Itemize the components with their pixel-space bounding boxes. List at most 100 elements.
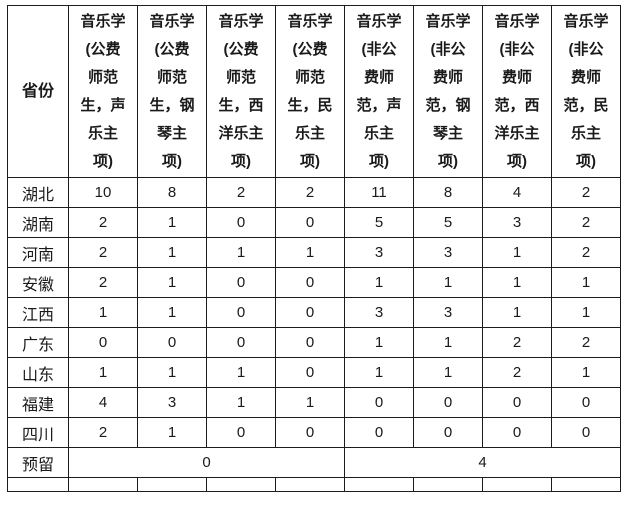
admission-plan-table: 省份 音乐学 (公费 师范 生，声 乐主 项) 音乐学 (公费 师范 生，钢 琴… — [7, 5, 621, 492]
value-cell-empty — [482, 477, 552, 492]
value-cell: 1 — [413, 327, 483, 358]
value-cell: 2 — [206, 177, 276, 208]
value-cell: 2 — [551, 327, 621, 358]
value-cell: 1 — [275, 387, 345, 418]
header-musicology-nonpublic-folk: 音乐学 (非公 费师 范，民 乐主 项) — [551, 5, 621, 178]
value-cell: 1 — [137, 417, 207, 448]
value-cell: 1 — [551, 297, 621, 328]
reserved-nonpublic-value-cell: 4 — [344, 447, 621, 478]
value-cell: 2 — [551, 177, 621, 208]
value-cell: 1 — [137, 297, 207, 328]
value-cell: 1 — [551, 267, 621, 298]
value-cell: 1 — [206, 387, 276, 418]
value-cell: 0 — [275, 417, 345, 448]
value-cell: 1 — [206, 357, 276, 388]
value-cell: 1 — [137, 357, 207, 388]
table-row: 四川 2 1 0 0 0 0 0 0 — [7, 417, 621, 448]
value-cell: 8 — [137, 177, 207, 208]
value-cell: 1 — [137, 267, 207, 298]
value-cell: 0 — [206, 417, 276, 448]
header-musicology-public-folk: 音乐学 (公费 师范 生，民 乐主 项) — [275, 5, 345, 178]
header-musicology-public-vocal: 音乐学 (公费 师范 生，声 乐主 项) — [68, 5, 138, 178]
province-cell-empty — [7, 477, 69, 492]
header-musicology-nonpublic-piano: 音乐学 (非公 费师 范，钢 琴主 项) — [413, 5, 483, 178]
value-cell-empty — [68, 477, 138, 492]
value-cell-empty — [137, 477, 207, 492]
value-cell: 0 — [275, 357, 345, 388]
value-cell: 2 — [275, 177, 345, 208]
value-cell-empty — [206, 477, 276, 492]
value-cell: 0 — [206, 207, 276, 238]
value-cell: 4 — [482, 177, 552, 208]
value-cell: 0 — [275, 297, 345, 328]
header-musicology-nonpublic-western: 音乐学 (非公 费师 范，西 洋乐主 项) — [482, 5, 552, 178]
header-musicology-public-piano: 音乐学 (公费 师范 生，钢 琴主 项) — [137, 5, 207, 178]
header-musicology-public-western: 音乐学 (公费 师范 生，西 洋乐主 项) — [206, 5, 276, 178]
value-cell: 1 — [482, 297, 552, 328]
value-cell: 1 — [275, 237, 345, 268]
table-row: 福建 4 3 1 1 0 0 0 0 — [7, 387, 621, 418]
value-cell-empty — [413, 477, 483, 492]
document-page: 省份 音乐学 (公费 师范 生，声 乐主 项) 音乐学 (公费 师范 生，钢 琴… — [0, 5, 628, 492]
value-cell: 8 — [413, 177, 483, 208]
province-cell: 江西 — [7, 297, 69, 328]
value-cell: 0 — [68, 327, 138, 358]
table-row: 江西 1 1 0 0 3 3 1 1 — [7, 297, 621, 328]
table-row: 安徽 2 1 0 0 1 1 1 1 — [7, 267, 621, 298]
value-cell: 1 — [344, 267, 414, 298]
value-cell: 1 — [413, 267, 483, 298]
value-cell: 0 — [344, 387, 414, 418]
value-cell: 0 — [137, 327, 207, 358]
province-cell: 四川 — [7, 417, 69, 448]
province-cell: 安徽 — [7, 267, 69, 298]
value-cell: 2 — [68, 417, 138, 448]
value-cell: 0 — [482, 387, 552, 418]
value-cell: 3 — [344, 297, 414, 328]
value-cell-empty — [551, 477, 621, 492]
value-cell: 3 — [344, 237, 414, 268]
value-cell: 0 — [206, 297, 276, 328]
value-cell: 2 — [551, 207, 621, 238]
table-row: 湖北 10 8 2 2 11 8 4 2 — [7, 177, 621, 208]
table-row: 湖南 2 1 0 0 5 5 3 2 — [7, 207, 621, 238]
value-cell: 1 — [206, 237, 276, 268]
value-cell-empty — [344, 477, 414, 492]
value-cell: 1 — [413, 357, 483, 388]
value-cell: 3 — [137, 387, 207, 418]
value-cell: 11 — [344, 177, 414, 208]
table-header-row: 省份 音乐学 (公费 师范 生，声 乐主 项) 音乐学 (公费 师范 生，钢 琴… — [7, 5, 621, 178]
reserved-row: 预留 0 4 — [7, 447, 621, 478]
value-cell: 0 — [206, 267, 276, 298]
value-cell: 1 — [482, 237, 552, 268]
value-cell: 0 — [344, 417, 414, 448]
value-cell: 2 — [482, 357, 552, 388]
value-cell: 2 — [68, 267, 138, 298]
value-cell-empty — [275, 477, 345, 492]
value-cell: 0 — [551, 387, 621, 418]
value-cell: 4 — [68, 387, 138, 418]
reserved-public-value-cell: 0 — [68, 447, 345, 478]
header-musicology-nonpublic-vocal: 音乐学 (非公 费师 范，声 乐主 项) — [344, 5, 414, 178]
table-row-partial — [7, 477, 621, 492]
value-cell: 1 — [137, 237, 207, 268]
table-body: 湖北 10 8 2 2 11 8 4 2 湖南 2 1 0 0 5 5 3 2 河南 2 1 1 1 3 3 1 2 安徽 2 1 0 0 1 1… — [7, 177, 621, 492]
value-cell: 5 — [344, 207, 414, 238]
header-province: 省份 — [7, 5, 69, 178]
table-row: 河南 2 1 1 1 3 3 1 2 — [7, 237, 621, 268]
province-cell: 湖南 — [7, 207, 69, 238]
province-cell: 广东 — [7, 327, 69, 358]
value-cell: 0 — [413, 387, 483, 418]
value-cell: 0 — [482, 417, 552, 448]
province-cell: 河南 — [7, 237, 69, 268]
value-cell: 10 — [68, 177, 138, 208]
province-cell: 湖北 — [7, 177, 69, 208]
province-cell: 山东 — [7, 357, 69, 388]
value-cell: 1 — [68, 297, 138, 328]
value-cell: 0 — [551, 417, 621, 448]
value-cell: 2 — [68, 237, 138, 268]
value-cell: 3 — [413, 237, 483, 268]
value-cell: 2 — [482, 327, 552, 358]
value-cell: 0 — [275, 207, 345, 238]
value-cell: 0 — [275, 327, 345, 358]
value-cell: 2 — [68, 207, 138, 238]
